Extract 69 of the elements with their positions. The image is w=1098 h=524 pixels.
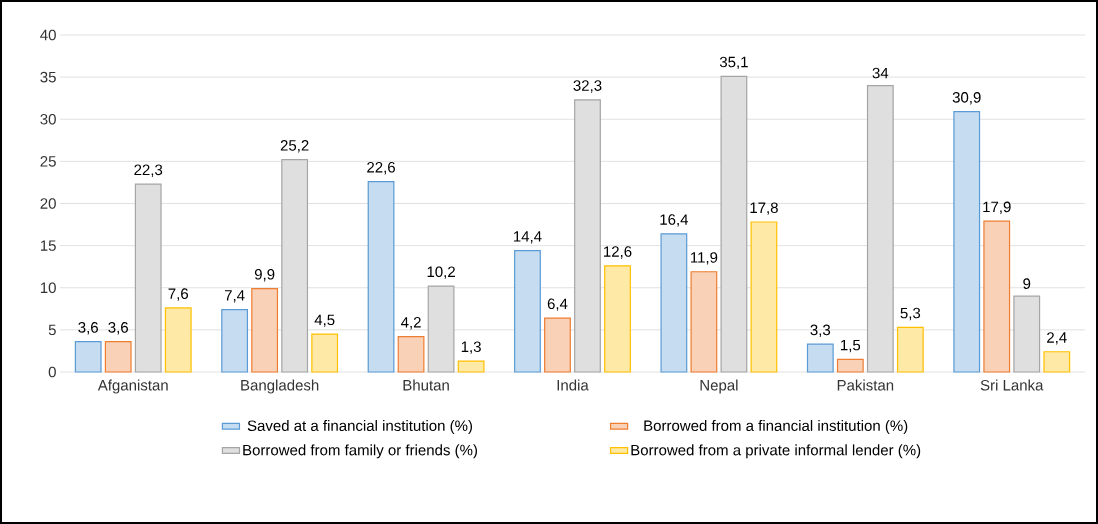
data-label: 4,5 bbox=[314, 314, 335, 327]
data-label: 12,6 bbox=[604, 246, 632, 259]
bar bbox=[544, 317, 571, 373]
legend-label: Borrowed from family or friends (%) bbox=[243, 444, 477, 459]
bar bbox=[690, 271, 718, 373]
data-label: 22,6 bbox=[367, 161, 395, 175]
bar bbox=[514, 250, 541, 373]
data-label: 6,4 bbox=[547, 298, 568, 311]
bar bbox=[457, 360, 485, 373]
bar bbox=[397, 336, 425, 373]
y-tick-label: 35 bbox=[40, 71, 56, 83]
x-tick-label: Bangladesh bbox=[241, 379, 319, 394]
x-tick-label: Sri Lanka bbox=[980, 379, 1044, 391]
data-label: 7,4 bbox=[224, 290, 245, 303]
data-label: 11,9 bbox=[691, 252, 718, 265]
data-label: 35,1 bbox=[719, 56, 748, 70]
x-tick-label: Bhutan bbox=[403, 379, 449, 391]
bar bbox=[953, 111, 981, 373]
bar bbox=[1043, 351, 1071, 373]
data-label: 9 bbox=[1023, 278, 1031, 289]
bar bbox=[604, 265, 631, 373]
y-tick-label: 5 bbox=[48, 324, 56, 336]
bar bbox=[896, 326, 924, 373]
x-tick-label: Afganistan bbox=[97, 379, 168, 394]
bar bbox=[311, 333, 339, 373]
legend-label: Borrowed from a private informal lender (%) bbox=[631, 444, 921, 459]
y-tick-label: 25 bbox=[40, 156, 56, 167]
y-tick-label: 40 bbox=[40, 29, 56, 41]
data-label: 5,3 bbox=[900, 307, 921, 321]
data-label: 32,3 bbox=[573, 80, 602, 93]
bar bbox=[74, 341, 102, 373]
data-label: 16,4 bbox=[660, 214, 689, 227]
data-label: 14,4 bbox=[514, 231, 542, 244]
bar bbox=[806, 343, 834, 373]
data-label: 2,4 bbox=[1047, 332, 1067, 345]
legend-label: Borrowed from a financial institution (%) bbox=[644, 420, 908, 434]
bar bbox=[750, 221, 778, 373]
data-label: 9,9 bbox=[254, 268, 275, 282]
y-tick-label: 0 bbox=[48, 366, 56, 378]
bar bbox=[836, 358, 864, 373]
data-label: 17,8 bbox=[750, 202, 778, 215]
y-tick-label: 15 bbox=[40, 240, 56, 251]
data-label: 3,3 bbox=[810, 324, 831, 337]
bar bbox=[983, 220, 1011, 373]
bar bbox=[251, 287, 279, 373]
bar bbox=[104, 341, 132, 373]
bar bbox=[367, 180, 395, 373]
y-tick-label: 10 bbox=[40, 282, 56, 294]
data-label: 4,2 bbox=[400, 317, 421, 330]
data-label: 22,3 bbox=[134, 164, 163, 177]
data-label: 1,5 bbox=[841, 339, 861, 353]
bar bbox=[221, 309, 249, 373]
data-label: 10,2 bbox=[427, 266, 455, 279]
data-label: 1,3 bbox=[461, 341, 481, 354]
bar bbox=[660, 233, 688, 373]
data-label: 30,9 bbox=[952, 92, 981, 105]
data-label: 25,2 bbox=[280, 140, 309, 153]
x-tick-label: Pakistan bbox=[837, 379, 894, 391]
data-label: 17,9 bbox=[983, 201, 1011, 214]
data-label: 3,6 bbox=[108, 322, 128, 335]
bar bbox=[164, 307, 192, 373]
y-tick-label: 30 bbox=[40, 113, 56, 125]
y-tick-label: 20 bbox=[40, 198, 56, 209]
legend-label: Saved at a financial institution (%) bbox=[247, 420, 473, 434]
data-label: 7,6 bbox=[168, 288, 189, 301]
data-label: 3,6 bbox=[78, 322, 98, 335]
x-tick-label: India bbox=[557, 379, 589, 391]
data-label: 34 bbox=[872, 67, 889, 79]
x-tick-label: Nepal bbox=[700, 379, 738, 394]
